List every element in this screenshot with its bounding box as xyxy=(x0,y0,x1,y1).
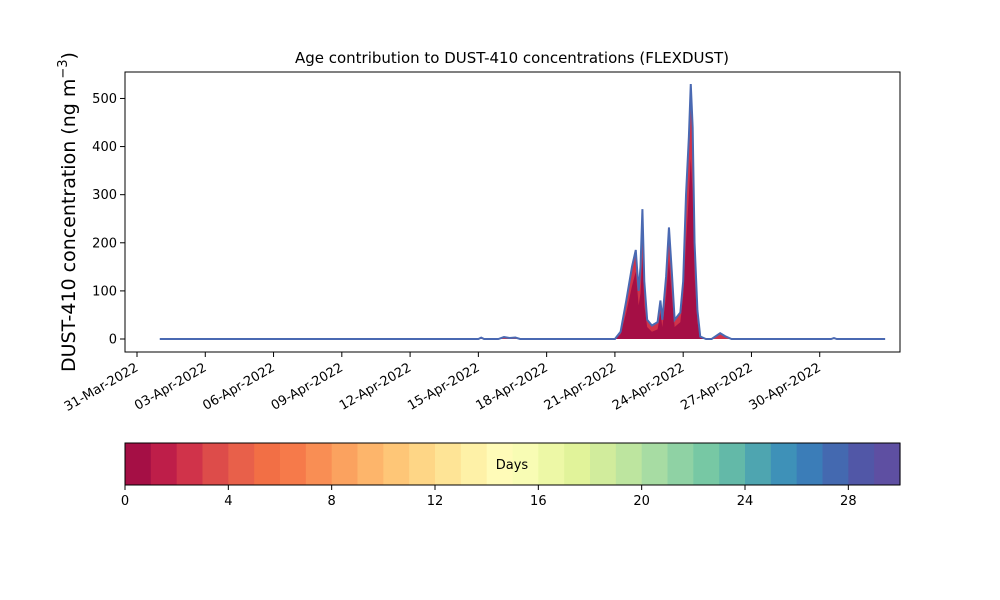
colorbar-swatch xyxy=(538,443,565,485)
y-tick-label: 0 xyxy=(109,333,117,348)
y-tick-label: 300 xyxy=(92,188,117,203)
colorbar-swatch xyxy=(564,443,591,485)
colorbar-swatch xyxy=(512,443,539,485)
colorbar-tick-label: 0 xyxy=(121,494,129,509)
colorbar-tick-label: 12 xyxy=(427,494,444,509)
colorbar-swatch xyxy=(305,443,333,485)
colorbar-swatch xyxy=(202,443,229,485)
colorbar-swatch xyxy=(125,443,152,485)
colorbar-swatch xyxy=(693,443,720,485)
plot-frame xyxy=(124,71,901,353)
colorbar-swatch xyxy=(770,443,798,485)
colorbar-swatch xyxy=(486,443,514,485)
plot-area xyxy=(159,83,886,341)
total-concentration-line xyxy=(159,83,886,341)
colorbar-swatch xyxy=(874,443,901,485)
colorbar-swatch xyxy=(409,443,436,485)
colorbar-tick-label: 4 xyxy=(224,494,232,509)
y-axis-label: DUST-410 concentration (ng m−3) xyxy=(56,52,80,372)
colorbar-swatch xyxy=(280,443,307,485)
colorbar-swatch xyxy=(848,443,875,485)
colorbar-swatch xyxy=(590,443,617,485)
colorbar xyxy=(125,443,901,485)
colorbar-swatch xyxy=(615,443,643,485)
y-tick-label: 200 xyxy=(92,236,117,251)
y-tick-label: 100 xyxy=(92,284,117,299)
colorbar-swatch xyxy=(254,443,281,485)
chart-title: Age contribution to DUST-410 concentrati… xyxy=(295,49,729,67)
colorbar-label: Days xyxy=(496,458,529,473)
colorbar-swatch xyxy=(435,443,462,485)
colorbar-tick-label: 28 xyxy=(840,494,857,509)
y-axis: 0 100 200 300 400 500 xyxy=(92,92,125,348)
y-axis-label-exponent: −3 xyxy=(56,59,71,78)
y-axis-label-close: ) xyxy=(58,52,80,59)
colorbar-tick-label: 8 xyxy=(328,494,336,509)
colorbar-swatch xyxy=(719,443,746,485)
colorbar-frame xyxy=(124,442,901,486)
colorbar-swatch xyxy=(357,443,384,485)
colorbar-swatch xyxy=(641,443,669,485)
colorbar-swatch xyxy=(667,443,694,485)
colorbar-swatch xyxy=(331,443,359,485)
y-tick-label: 400 xyxy=(92,140,117,155)
colorbar-swatch xyxy=(796,443,824,485)
colorbar-tick-label: 16 xyxy=(530,494,547,509)
colorbar-swatch xyxy=(822,443,849,485)
colorbar-swatch xyxy=(460,443,488,485)
colorbar-tick-label: 24 xyxy=(737,494,754,509)
colorbar-swatch xyxy=(745,443,772,485)
colorbar-tick-label: 20 xyxy=(633,494,650,509)
colorbar-swatch xyxy=(176,443,204,485)
y-tick-label: 500 xyxy=(92,92,117,107)
colorbar-swatch xyxy=(150,443,178,485)
age-area-youngest xyxy=(614,158,706,340)
y-axis-label-main: DUST-410 concentration (ng m xyxy=(58,79,80,372)
colorbar-swatch xyxy=(383,443,410,485)
colorbar-swatch xyxy=(228,443,255,485)
colorbar-ticks: 0 4 8 12 16 20 24 28 xyxy=(121,485,857,509)
